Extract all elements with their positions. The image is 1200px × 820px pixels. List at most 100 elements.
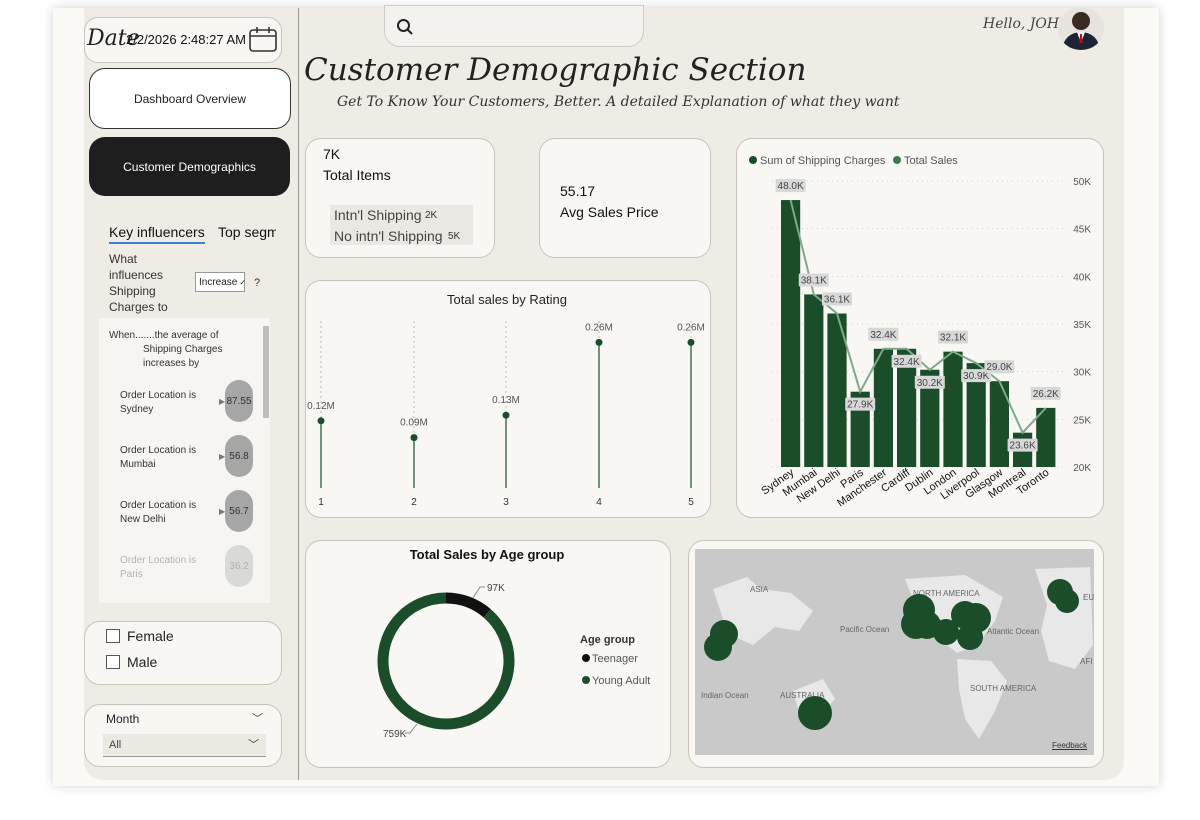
nav-dashboard-overview[interactable]: Dashboard Overview	[89, 68, 291, 129]
legend-label: Sum of Shipping Charges	[760, 155, 886, 167]
city-bar	[1036, 407, 1056, 467]
city-label-bg	[845, 397, 876, 411]
avg-sales-value: 55.17	[560, 183, 596, 199]
city-data-label: 27.9K	[847, 400, 873, 411]
influencer-item[interactable]: Order Location is New Delhi	[120, 500, 197, 525]
map-label: Atlantic Ocean	[987, 627, 1040, 636]
rating-tick-label: 3	[503, 497, 509, 508]
map-label: ASIA	[750, 585, 769, 594]
city-y-tick: 20K	[1073, 463, 1091, 474]
intl-shipping-value: 2K	[425, 210, 438, 221]
avatar[interactable]	[1058, 7, 1104, 50]
map-bubble[interactable]	[957, 624, 983, 650]
city-data-label: 32.4K	[894, 357, 920, 368]
month-value: All	[109, 739, 122, 751]
city-label-bg	[938, 330, 968, 344]
tab-top-segments-label: Top segm	[218, 224, 276, 240]
map-view[interactable]: ASIA NORTH AMERICA Pacific Ocean Atlanti…	[695, 549, 1094, 755]
map-bubble[interactable]	[1055, 589, 1079, 613]
influencer-item[interactable]: Order Location is Mumbai	[120, 445, 197, 470]
map-label: SOUTH AMERICA	[970, 684, 1037, 693]
city-bar	[804, 294, 824, 467]
donut-legend-title: Age group	[580, 634, 635, 646]
rating-tick-label: 4	[596, 497, 602, 508]
city-bar	[920, 369, 940, 467]
map-feedback-link[interactable]: Feedback	[1052, 741, 1088, 750]
donut-legend-label: Young Adult	[592, 675, 650, 687]
influencer-direction-dropdown[interactable]: Increase ✓	[195, 272, 246, 292]
influencer-item[interactable]: Order Location is Sydney	[120, 390, 197, 415]
city-data-label: 30.9K	[963, 371, 989, 382]
tab-key-influencers[interactable]: Key influencers	[109, 224, 205, 244]
map-label: NORTH AMERICA	[913, 589, 980, 598]
map-bubble[interactable]	[704, 633, 732, 661]
rating-point	[595, 338, 603, 346]
donut-legend-marker	[582, 654, 590, 662]
search-icon	[397, 19, 413, 35]
age-chart-card	[305, 540, 671, 768]
datetime-value: 2/2/2026 2:48:27 AM	[126, 32, 246, 47]
rating-data-label: 0.13M	[492, 395, 520, 406]
city-label-bg	[891, 354, 922, 368]
nav-dashboard-overview-label: Dashboard Overview	[133, 91, 247, 106]
avg-sales-label: Avg Sales Price	[560, 204, 659, 220]
tab-key-influencers-label: Key influencers	[109, 224, 205, 240]
chevron-down-icon: ﹀	[248, 739, 259, 751]
city-y-tick: 25K	[1073, 415, 1091, 426]
no-intl-shipping-value: 5K	[448, 231, 461, 242]
map-label: AFI	[1080, 657, 1093, 666]
no-intl-shipping-label: No intn'l Shipping	[334, 228, 443, 244]
female-label: Female	[127, 628, 174, 644]
rating-point	[410, 434, 418, 442]
city-bar	[966, 363, 986, 467]
city-y-tick: 50K	[1073, 177, 1091, 188]
legend-label: Total Sales	[904, 155, 958, 167]
city-data-label: 23.6K	[1010, 441, 1036, 452]
city-label-bg	[914, 375, 945, 389]
donut-legend-marker	[582, 676, 590, 684]
legend-marker	[749, 156, 757, 164]
influencer-item[interactable]: Order Location is Paris	[120, 555, 197, 580]
donut-data-label: 97K	[487, 583, 505, 594]
tab-top-segments[interactable]: Top segm	[218, 224, 276, 240]
city-data-label: 32.1K	[940, 333, 966, 344]
nav-customer-demographics-label: Customer Demographics	[123, 159, 256, 174]
rating-data-label: 0.12M	[307, 401, 335, 412]
male-checkbox[interactable]	[106, 655, 120, 669]
city-y-tick: 30K	[1073, 368, 1091, 379]
map-label: EUR	[1083, 593, 1094, 602]
city-label-bg	[984, 360, 1015, 374]
city-data-label: 38.1K	[801, 275, 827, 286]
help-icon[interactable]: ?	[254, 277, 261, 289]
map-label: AUSTRALIA	[780, 691, 825, 700]
chevron-right-icon: ▶	[219, 397, 226, 406]
influencer-value-bubble: 36.2	[225, 545, 253, 587]
greeting-text: Hello, JOHN	[983, 16, 1072, 32]
city-label-bg	[822, 292, 852, 306]
total-items-value: 7K	[323, 146, 341, 162]
influencer-scrollbar[interactable]	[263, 326, 269, 418]
city-label-bg	[1030, 386, 1061, 400]
date-label: Date	[87, 26, 140, 51]
month-dropdown[interactable]: All ﹀	[103, 734, 266, 757]
calendar-icon[interactable]	[248, 25, 278, 58]
rating-tick-label: 5	[688, 497, 694, 508]
influencer-value-bubble: 56.7	[225, 490, 253, 532]
donut-slice	[445, 592, 491, 618]
chevron-down-icon[interactable]: ﹀	[252, 713, 263, 725]
donut-legend-label: Teenager	[592, 653, 638, 665]
rating-chart: 0.12M 1 0.09M 2 0.13M 3 0.26M 4 0.26M 5	[307, 320, 705, 508]
female-checkbox[interactable]	[106, 629, 120, 643]
map-bubble[interactable]	[798, 696, 832, 730]
sidebar-divider	[298, 8, 299, 780]
city-bar	[873, 348, 893, 467]
city-y-tick: 45K	[1073, 225, 1091, 236]
city-label-bg	[798, 273, 829, 287]
influencer-value-bubble: 87.55	[225, 380, 253, 422]
city-data-label: 30.2K	[917, 378, 943, 389]
city-chart: Sum of Shipping Charges Total Sales 50K 45K…	[749, 155, 1091, 509]
city-data-label: 36.1K	[824, 295, 850, 306]
search-bar[interactable]	[384, 5, 644, 47]
avg-sales-card	[539, 138, 711, 258]
nav-customer-demographics[interactable]: Customer Demographics	[89, 137, 290, 196]
